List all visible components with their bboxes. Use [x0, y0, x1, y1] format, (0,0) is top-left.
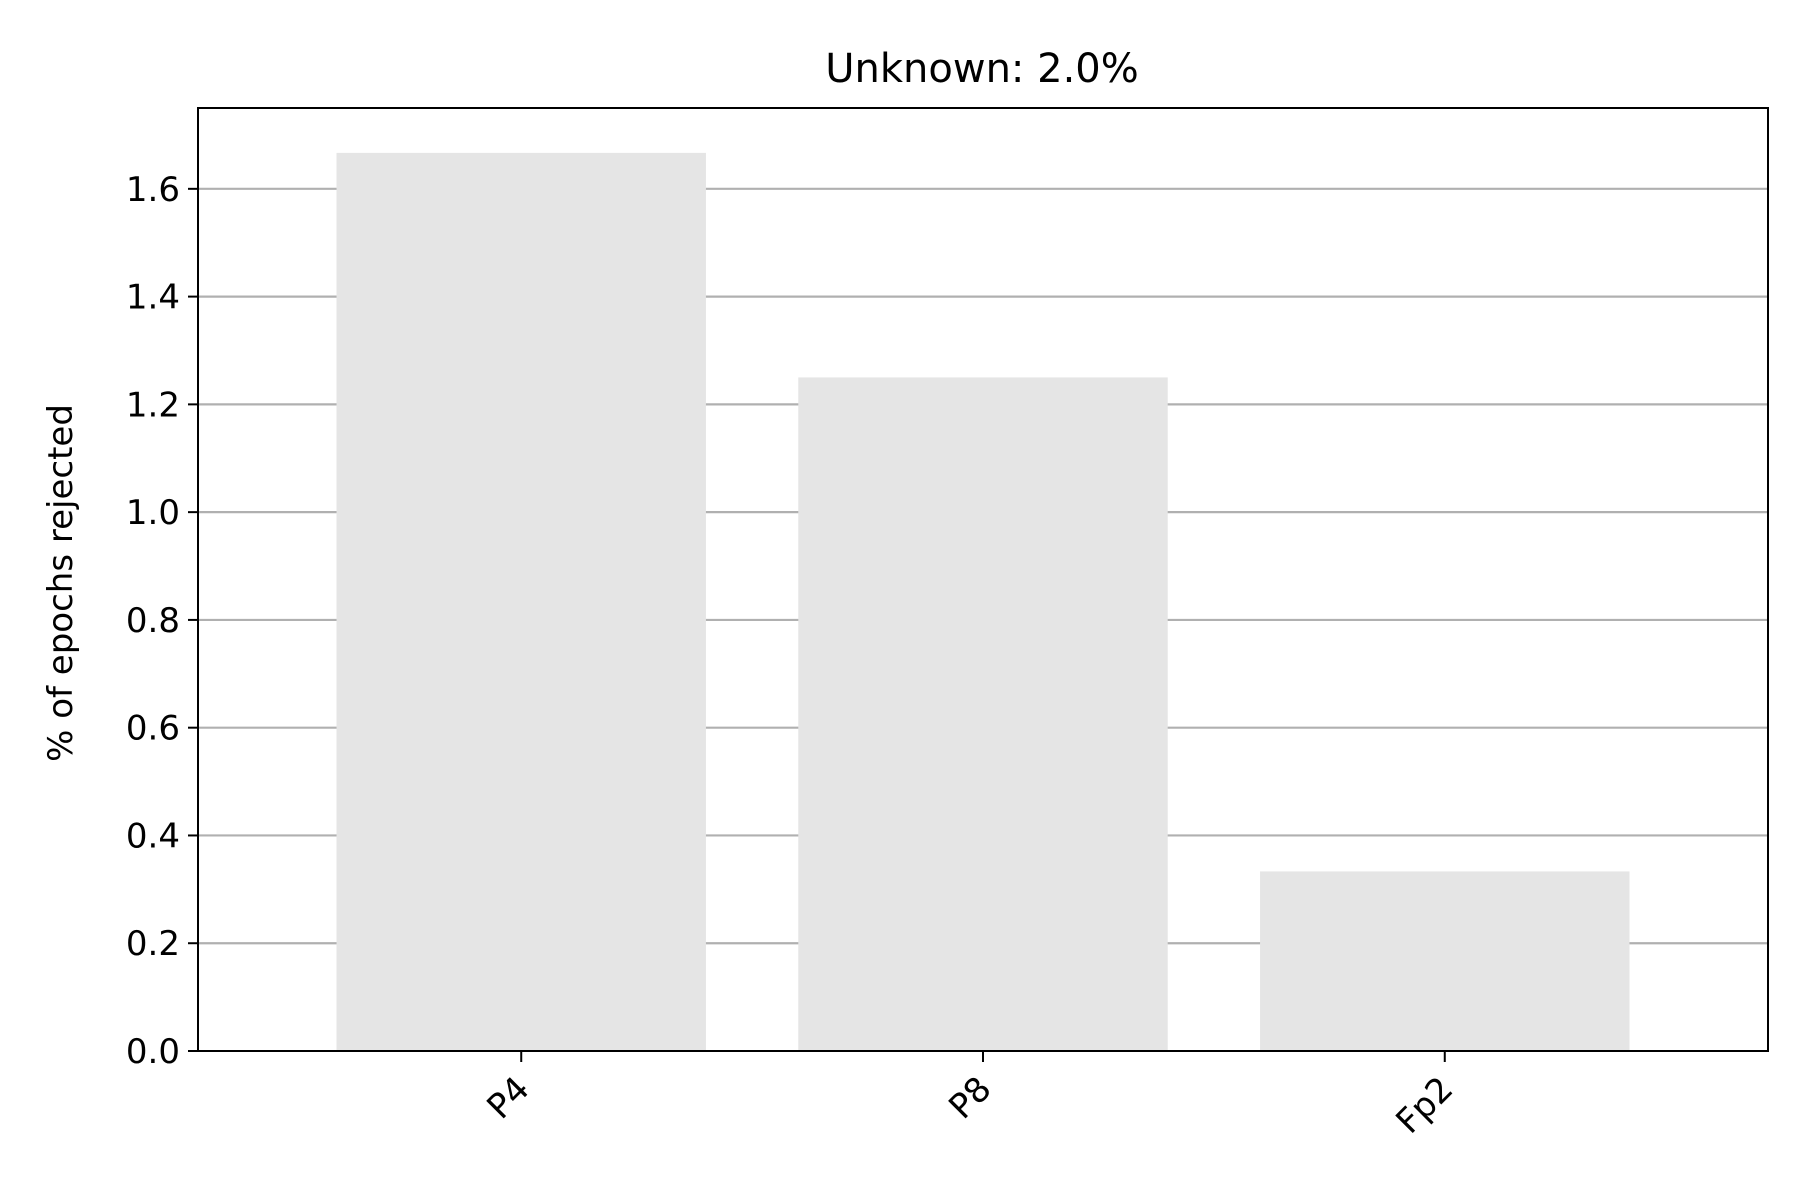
y-tick-label: 0.0	[126, 1032, 180, 1072]
bar-p8	[798, 377, 1168, 1051]
y-tick-label: 0.6	[126, 709, 180, 749]
y-tick-label: 1.6	[126, 170, 180, 210]
bars	[336, 152, 1630, 1052]
y-axis-label: % of epochs rejected	[41, 404, 81, 762]
y-tick-label: 0.8	[126, 601, 180, 641]
y-tick-label: 1.2	[126, 385, 180, 425]
axes-frame	[197, 107, 1769, 1052]
y-tick-label: 1.0	[126, 493, 180, 533]
y-tick-label: 0.2	[126, 924, 180, 964]
chart-title: Unknown: 2.0%	[825, 46, 1139, 92]
bar-p4	[336, 152, 706, 1052]
bar-fp2	[1260, 871, 1630, 1051]
y-tick-label: 1.4	[126, 278, 180, 318]
y-tick-label: 0.4	[126, 816, 180, 856]
y-axis-ticks: 0.0 0.2 0.4 0.6 0.8 1.0 1.2 1.4 1.6	[126, 170, 198, 1072]
